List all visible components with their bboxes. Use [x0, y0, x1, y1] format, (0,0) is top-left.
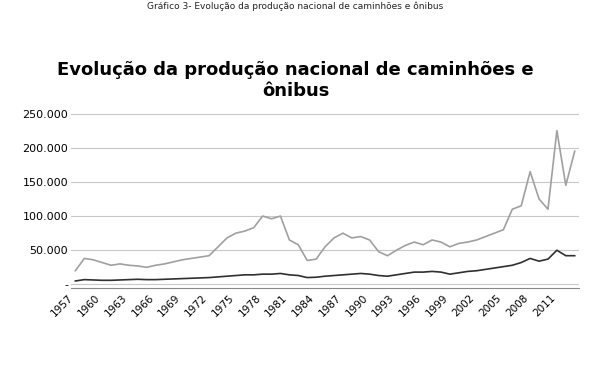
ÔNIBUS — [420, 270, 427, 274]
CAMINHÕES — [420, 242, 427, 247]
CAMINHÕES — [99, 260, 106, 265]
ÔNIBUS — [72, 279, 79, 283]
ÔNIBUS — [571, 254, 578, 258]
CAMINHÕES — [411, 240, 418, 244]
Line: CAMINHÕES: CAMINHÕES — [76, 131, 574, 271]
Line: ÔNIBUS: ÔNIBUS — [76, 250, 574, 281]
CAMINHÕES — [553, 128, 560, 133]
ÔNIBUS — [553, 248, 560, 252]
CAMINHÕES — [72, 269, 79, 273]
Text: Gráfico 3- Evolução da produção nacional de caminhões e ônibus: Gráfico 3- Evolução da produção nacional… — [147, 2, 444, 11]
CAMINHÕES — [206, 254, 213, 258]
CAMINHÕES — [286, 238, 293, 242]
ÔNIBUS — [411, 270, 418, 274]
CAMINHÕES — [90, 258, 97, 262]
Text: Evolução da produção nacional de caminhões e
ônibus: Evolução da produção nacional de caminhõ… — [57, 61, 534, 100]
CAMINHÕES — [571, 149, 578, 154]
ÔNIBUS — [99, 278, 106, 283]
ÔNIBUS — [206, 275, 213, 280]
ÔNIBUS — [286, 273, 293, 277]
ÔNIBUS — [90, 278, 97, 282]
